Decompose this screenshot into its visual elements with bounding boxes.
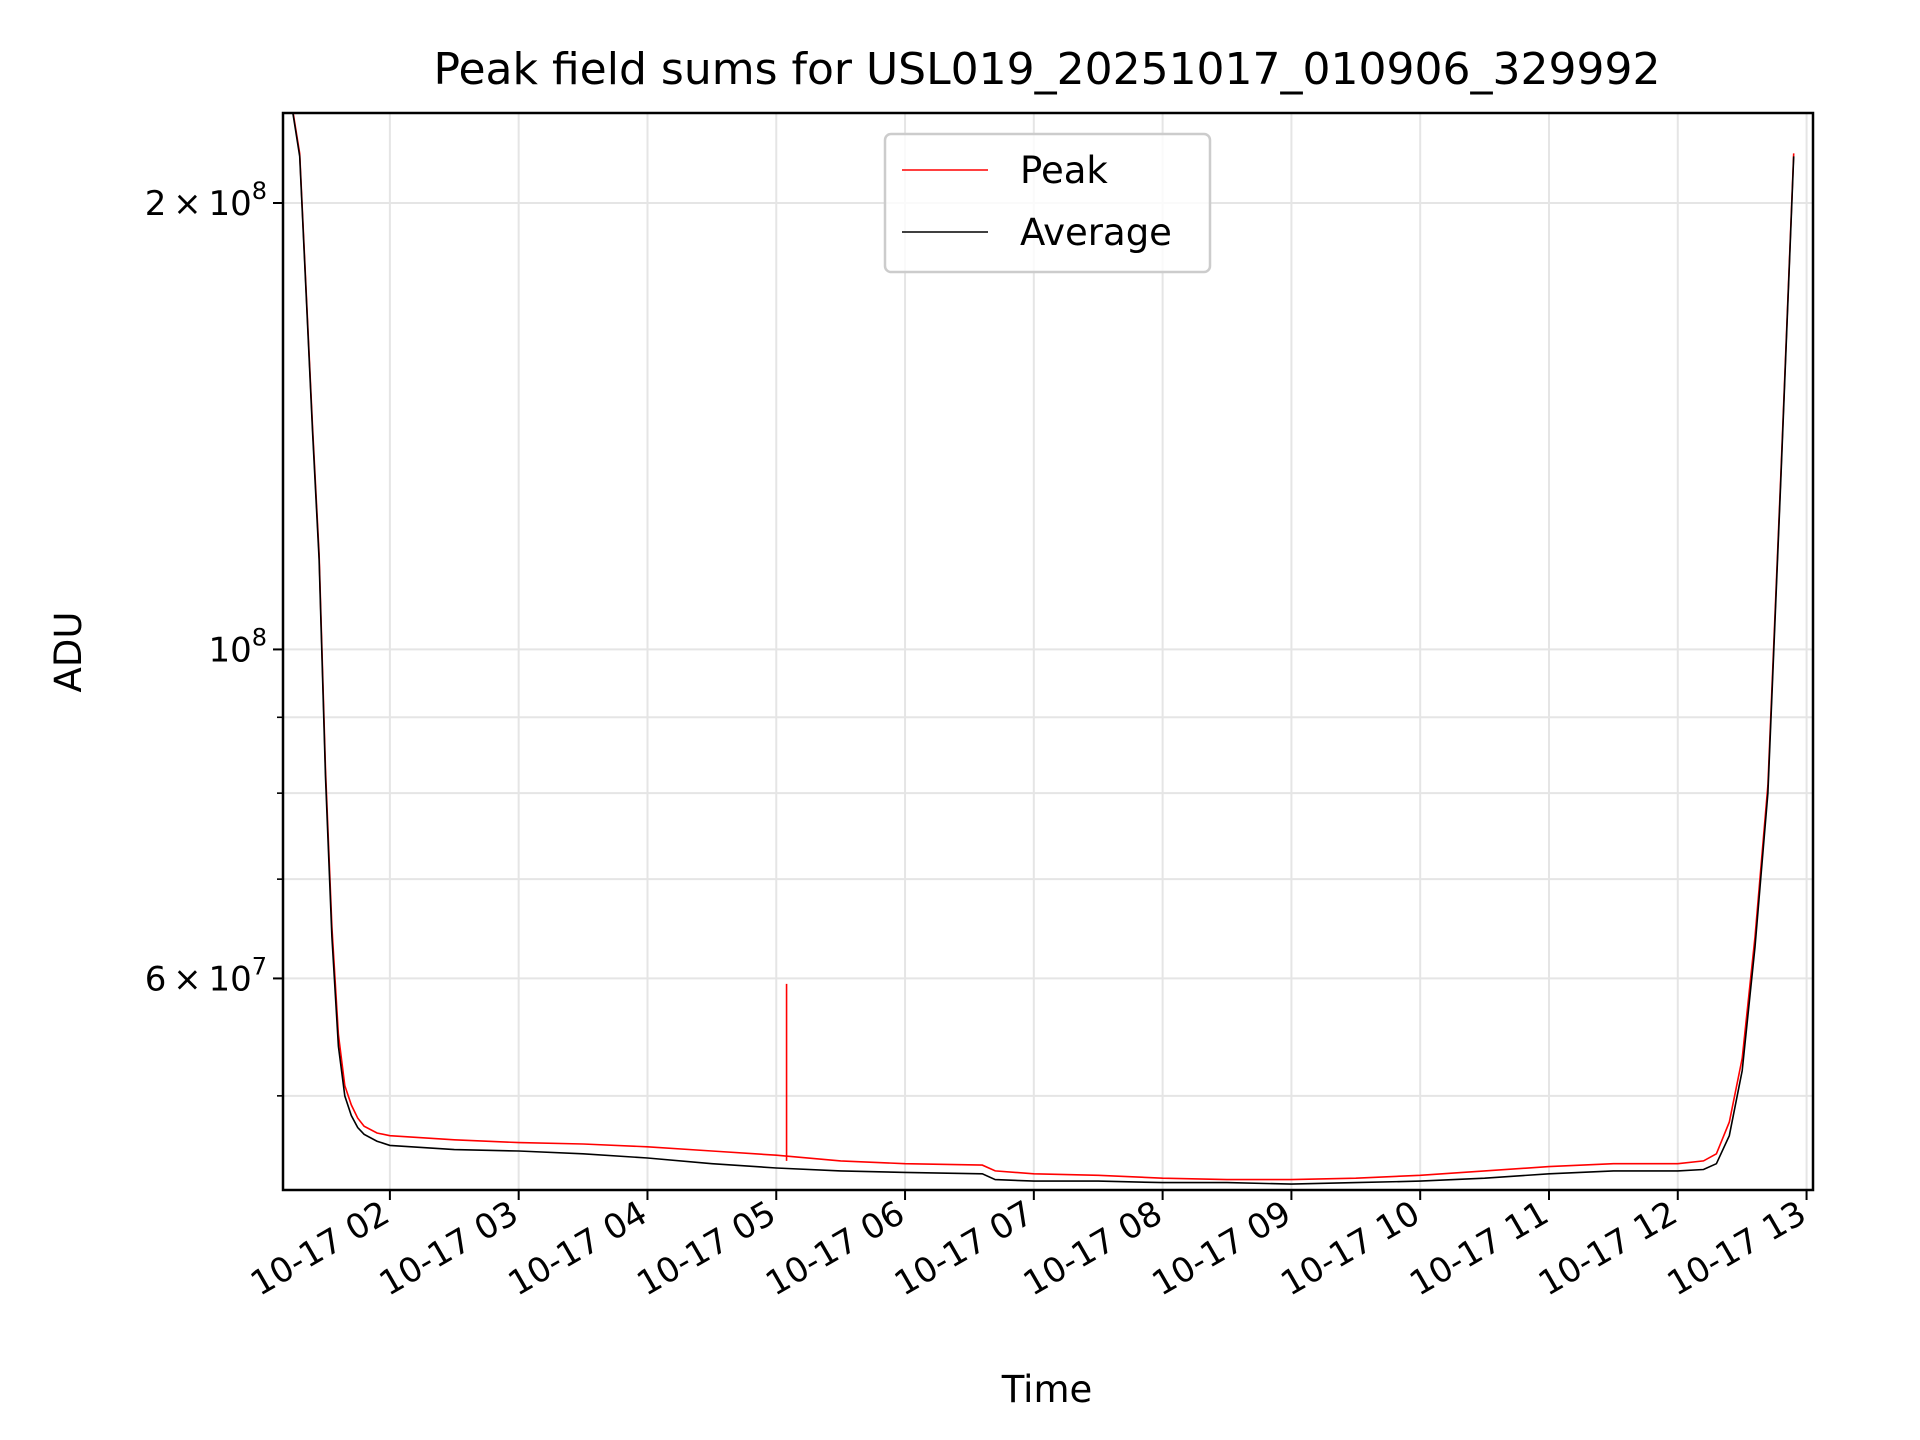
chart-title: Peak field sums for USL019_20251017_0109…	[434, 44, 1661, 95]
grid	[283, 113, 1813, 1190]
legend-average-label: Average	[1020, 211, 1172, 254]
x-axis-label: Time	[1001, 1368, 1093, 1411]
y-tick-label: 2 × 108	[145, 177, 267, 224]
plot-frame	[281, 111, 1815, 1192]
y-axis-label: ADU	[47, 612, 90, 693]
series-line-average	[292, 113, 1795, 1185]
legend: Peak Average	[883, 132, 1212, 274]
legend-peak-label: Peak	[1020, 149, 1108, 192]
data-series	[292, 113, 1795, 1185]
legend-box	[883, 132, 1212, 274]
y-tick-label: 108	[208, 623, 267, 670]
series-line-peak	[292, 113, 1795, 1181]
y-tick-label: 6 × 107	[145, 952, 267, 999]
